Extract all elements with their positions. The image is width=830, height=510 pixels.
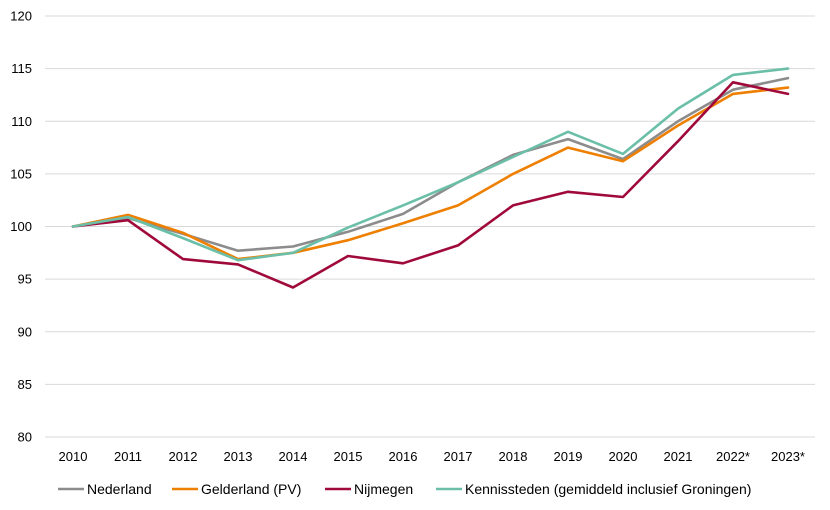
y-tick-label: 105	[10, 166, 32, 181]
x-tick-label: 2019	[554, 449, 583, 464]
x-tick-label: 2015	[334, 449, 363, 464]
y-tick-label: 100	[10, 219, 32, 234]
x-tick-label: 2022*	[716, 449, 750, 464]
x-axis: 2010 2011 2012 2013 2014 2015 2016 2017 2018 2019…	[59, 449, 805, 464]
x-tick-label: 2020	[609, 449, 638, 464]
series-line-3	[71, 81, 790, 289]
legend-label: Gelderland (PV)	[201, 481, 301, 497]
x-tick-label: 2021	[664, 449, 693, 464]
legend: Nederland Gelderland (PV) Nijmegen Kennisst…	[58, 481, 751, 497]
x-tick-label: 2016	[389, 449, 418, 464]
x-tick-label: 2012	[169, 449, 198, 464]
y-axis: 80 85 90 95 100 105 110 115 120	[10, 9, 32, 445]
grid-layer	[45, 15, 815, 438]
y-tick-label: 115	[11, 61, 32, 76]
y-tick-label: 120	[10, 9, 32, 24]
x-tick-label: 2017	[444, 449, 473, 464]
series-line-1	[71, 76, 790, 252]
x-tick-label: 2023*	[771, 449, 805, 464]
x-tick-label: 2018	[499, 449, 528, 464]
y-tick-label: 90	[18, 324, 32, 339]
x-tick-label: 2013	[224, 449, 253, 464]
legend-label: Kennissteden (gemiddeld inclusief Gronin…	[465, 481, 751, 497]
series-layer	[71, 67, 790, 289]
legend-label: Nijmegen	[354, 481, 413, 497]
y-tick-label: 95	[18, 272, 32, 287]
y-tick-label: 80	[18, 430, 32, 445]
x-tick-label: 2011	[114, 449, 142, 464]
x-tick-label: 2014	[279, 449, 308, 464]
y-tick-label: 110	[11, 114, 32, 129]
legend-label: Nederland	[87, 481, 152, 497]
series-line-4	[71, 67, 790, 262]
series-line-2	[71, 86, 790, 261]
y-tick-label: 85	[18, 377, 32, 392]
x-tick-label: 2010	[59, 449, 88, 464]
